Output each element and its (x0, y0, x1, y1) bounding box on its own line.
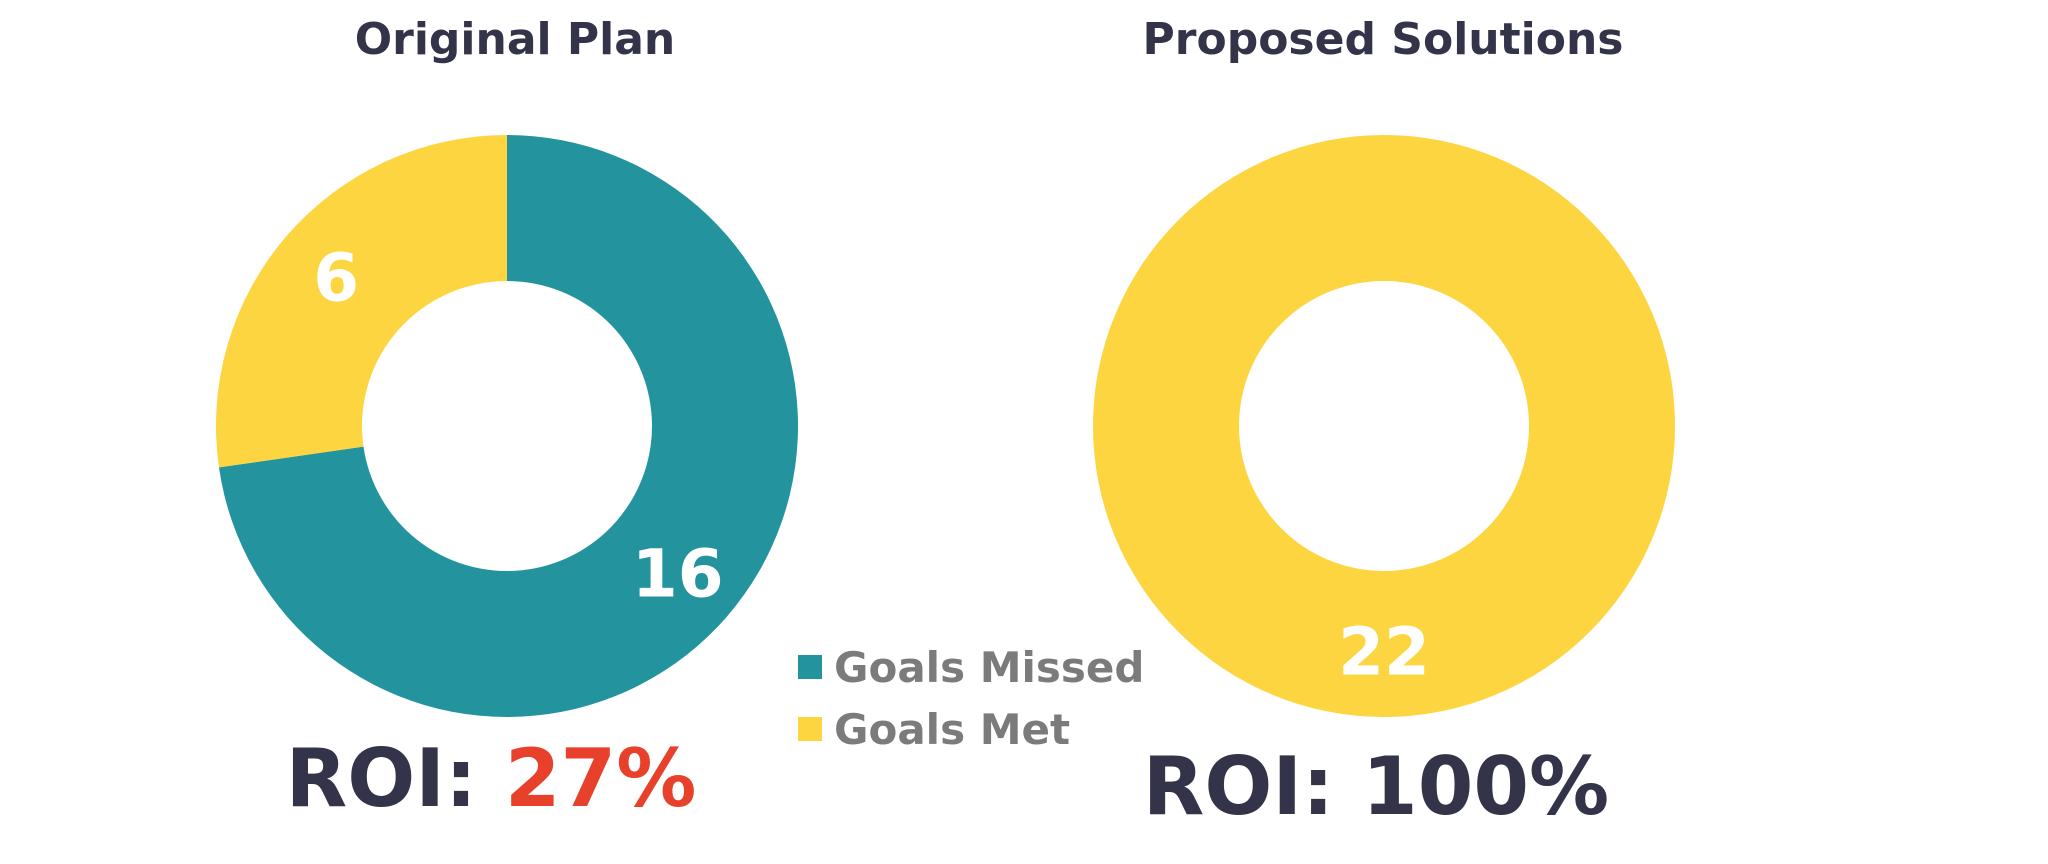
legend-item-goals-missed: Goals Missed (798, 636, 1144, 698)
donut-chart-original-plan: 16 6 (216, 135, 798, 717)
donut-slice-goals-missed (218, 135, 798, 717)
donut-chart-proposed-solutions: 22 (1093, 135, 1675, 717)
chart-title-original-plan: Original Plan (354, 14, 676, 65)
data-label-goals-met: 22 (1338, 614, 1430, 691)
donut-slice-goals-met (1093, 135, 1675, 717)
legend-label-goals-missed: Goals Missed (834, 642, 1145, 692)
roi-value: 100% (1362, 740, 1610, 833)
chart-legend: Goals Missed Goals Met (798, 636, 1144, 760)
legend-swatch-goals-missed (798, 655, 822, 679)
legend-item-goals-met: Goals Met (798, 698, 1144, 760)
donut-slice-goals-met (216, 135, 507, 468)
chart-title-proposed-solutions: Proposed Solutions (1142, 14, 1624, 65)
roi-label: ROI: (285, 732, 478, 825)
legend-swatch-goals-met (798, 717, 822, 741)
roi-value: 27% (504, 732, 697, 825)
roi-proposed-solutions: ROI: 100% (1143, 740, 1609, 833)
roi-original-plan: ROI: 27% (286, 732, 697, 825)
data-label-goals-missed: 16 (632, 535, 724, 612)
legend-label-goals-met: Goals Met (834, 704, 1071, 754)
data-label-goals-met: 6 (313, 240, 359, 317)
roi-label: ROI: (1142, 740, 1335, 833)
